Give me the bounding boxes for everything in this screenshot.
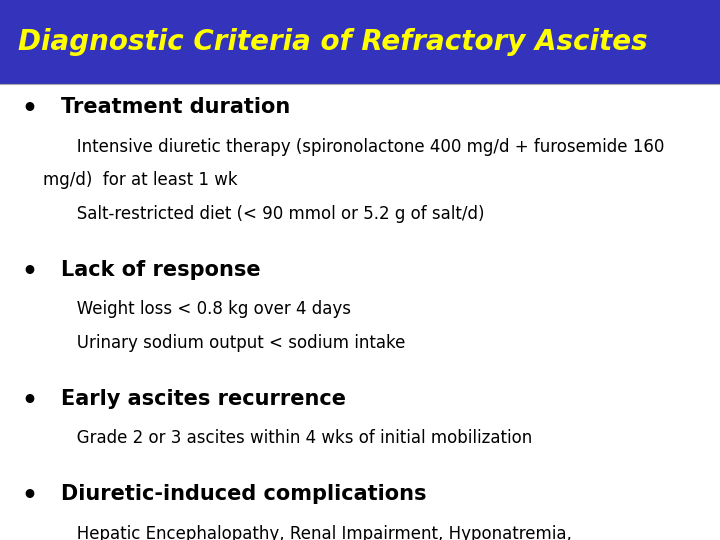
Text: Treatment duration: Treatment duration	[61, 97, 290, 117]
Text: Early ascites recurrence: Early ascites recurrence	[61, 389, 346, 409]
Bar	[0, 0, 720, 84]
Text: Diagnostic Criteria of Refractory Ascites: Diagnostic Criteria of Refractory Ascite…	[18, 28, 647, 56]
Text: Salt-restricted diet (< 90 mmol or 5.2 g of salt/d): Salt-restricted diet (< 90 mmol or 5.2 g…	[61, 205, 485, 222]
Text: Urinary sodium output < sodium intake: Urinary sodium output < sodium intake	[61, 334, 405, 352]
Text: •: •	[22, 389, 37, 413]
Text: •: •	[22, 260, 37, 284]
Text: Weight loss < 0.8 kg over 4 days: Weight loss < 0.8 kg over 4 days	[61, 300, 351, 318]
Text: •: •	[22, 484, 37, 508]
Text: Grade 2 or 3 ascites within 4 wks of initial mobilization: Grade 2 or 3 ascites within 4 wks of ini…	[61, 429, 533, 447]
Text: Lack of response: Lack of response	[61, 260, 261, 280]
Text: mg/d)  for at least 1 wk: mg/d) for at least 1 wk	[43, 171, 238, 189]
Text: Diuretic-induced complications: Diuretic-induced complications	[61, 484, 427, 504]
Text: Intensive diuretic therapy (spironolactone 400 mg/d + furosemide 160: Intensive diuretic therapy (spironolacto…	[61, 138, 665, 156]
Text: Hepatic Encephalopathy, Renal Impairment, Hyponatremia,: Hepatic Encephalopathy, Renal Impairment…	[61, 525, 572, 540]
Text: •: •	[22, 97, 37, 121]
